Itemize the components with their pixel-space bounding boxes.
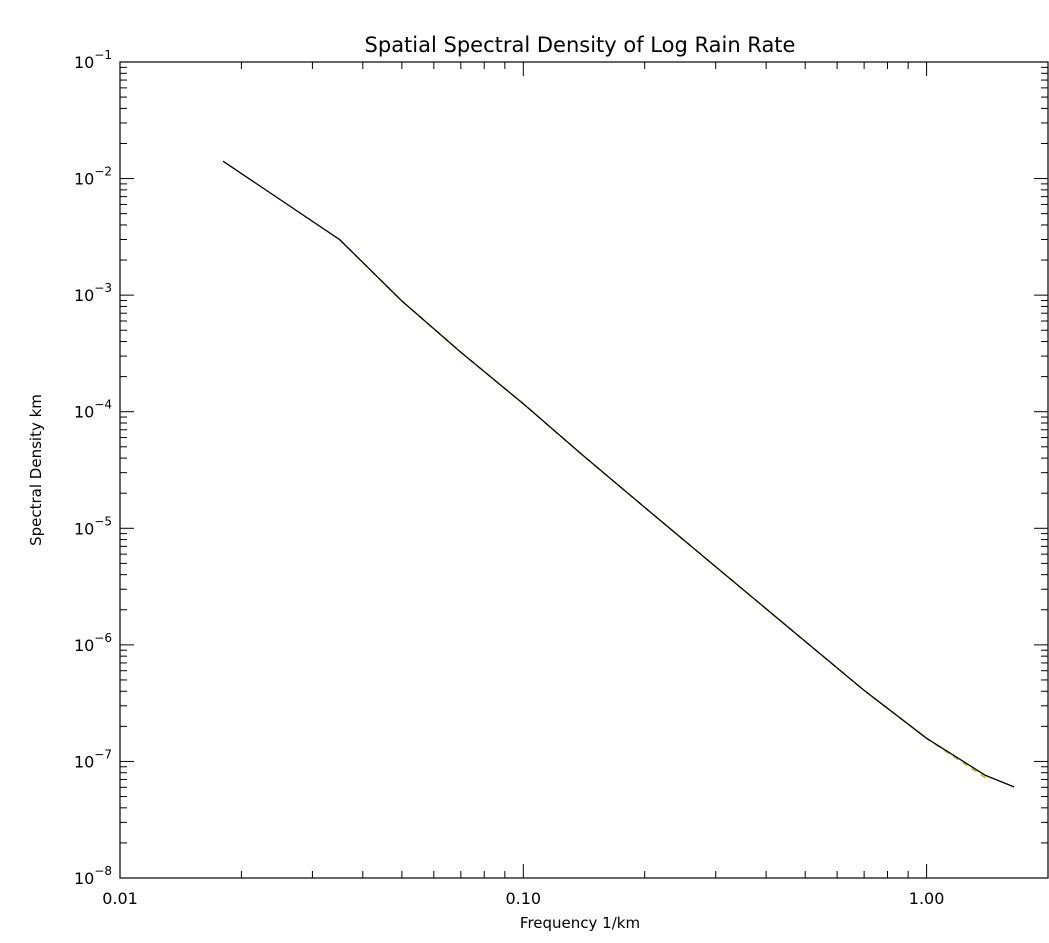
series-line-fit — [338, 238, 986, 779]
y-tick-label: 10−3 — [74, 281, 112, 305]
y-axis-label: Spectral Density km — [27, 394, 45, 546]
series-line-data — [222, 160, 1015, 788]
y-tick-label: 10−1 — [74, 48, 112, 72]
y-tick-label: 10−5 — [74, 514, 112, 538]
x-tick-label: 0.01 — [102, 889, 138, 908]
plot-axes — [119, 61, 1049, 879]
x-tick-label: 0.10 — [505, 889, 541, 908]
chart-title: Spatial Spectral Density of Log Rain Rat… — [365, 33, 796, 57]
y-tick-label: 10−8 — [74, 864, 112, 888]
ticks-layer: 0.01 0.10 1.00 10−1 10−2 10−3 10−4 10−5 10−6 10−7… — [74, 48, 1049, 908]
plot-frame — [119, 61, 1049, 879]
y-tick-label: 10−2 — [74, 165, 112, 189]
x-axis-label: Frequency 1/km — [520, 914, 640, 932]
y-tick-label: 10−4 — [74, 398, 112, 422]
x-tick-label: 1.00 — [909, 889, 945, 908]
y-tick-label: 10−7 — [74, 747, 112, 771]
series-layer — [222, 160, 1015, 788]
y-tick-label: 10−6 — [74, 631, 112, 655]
